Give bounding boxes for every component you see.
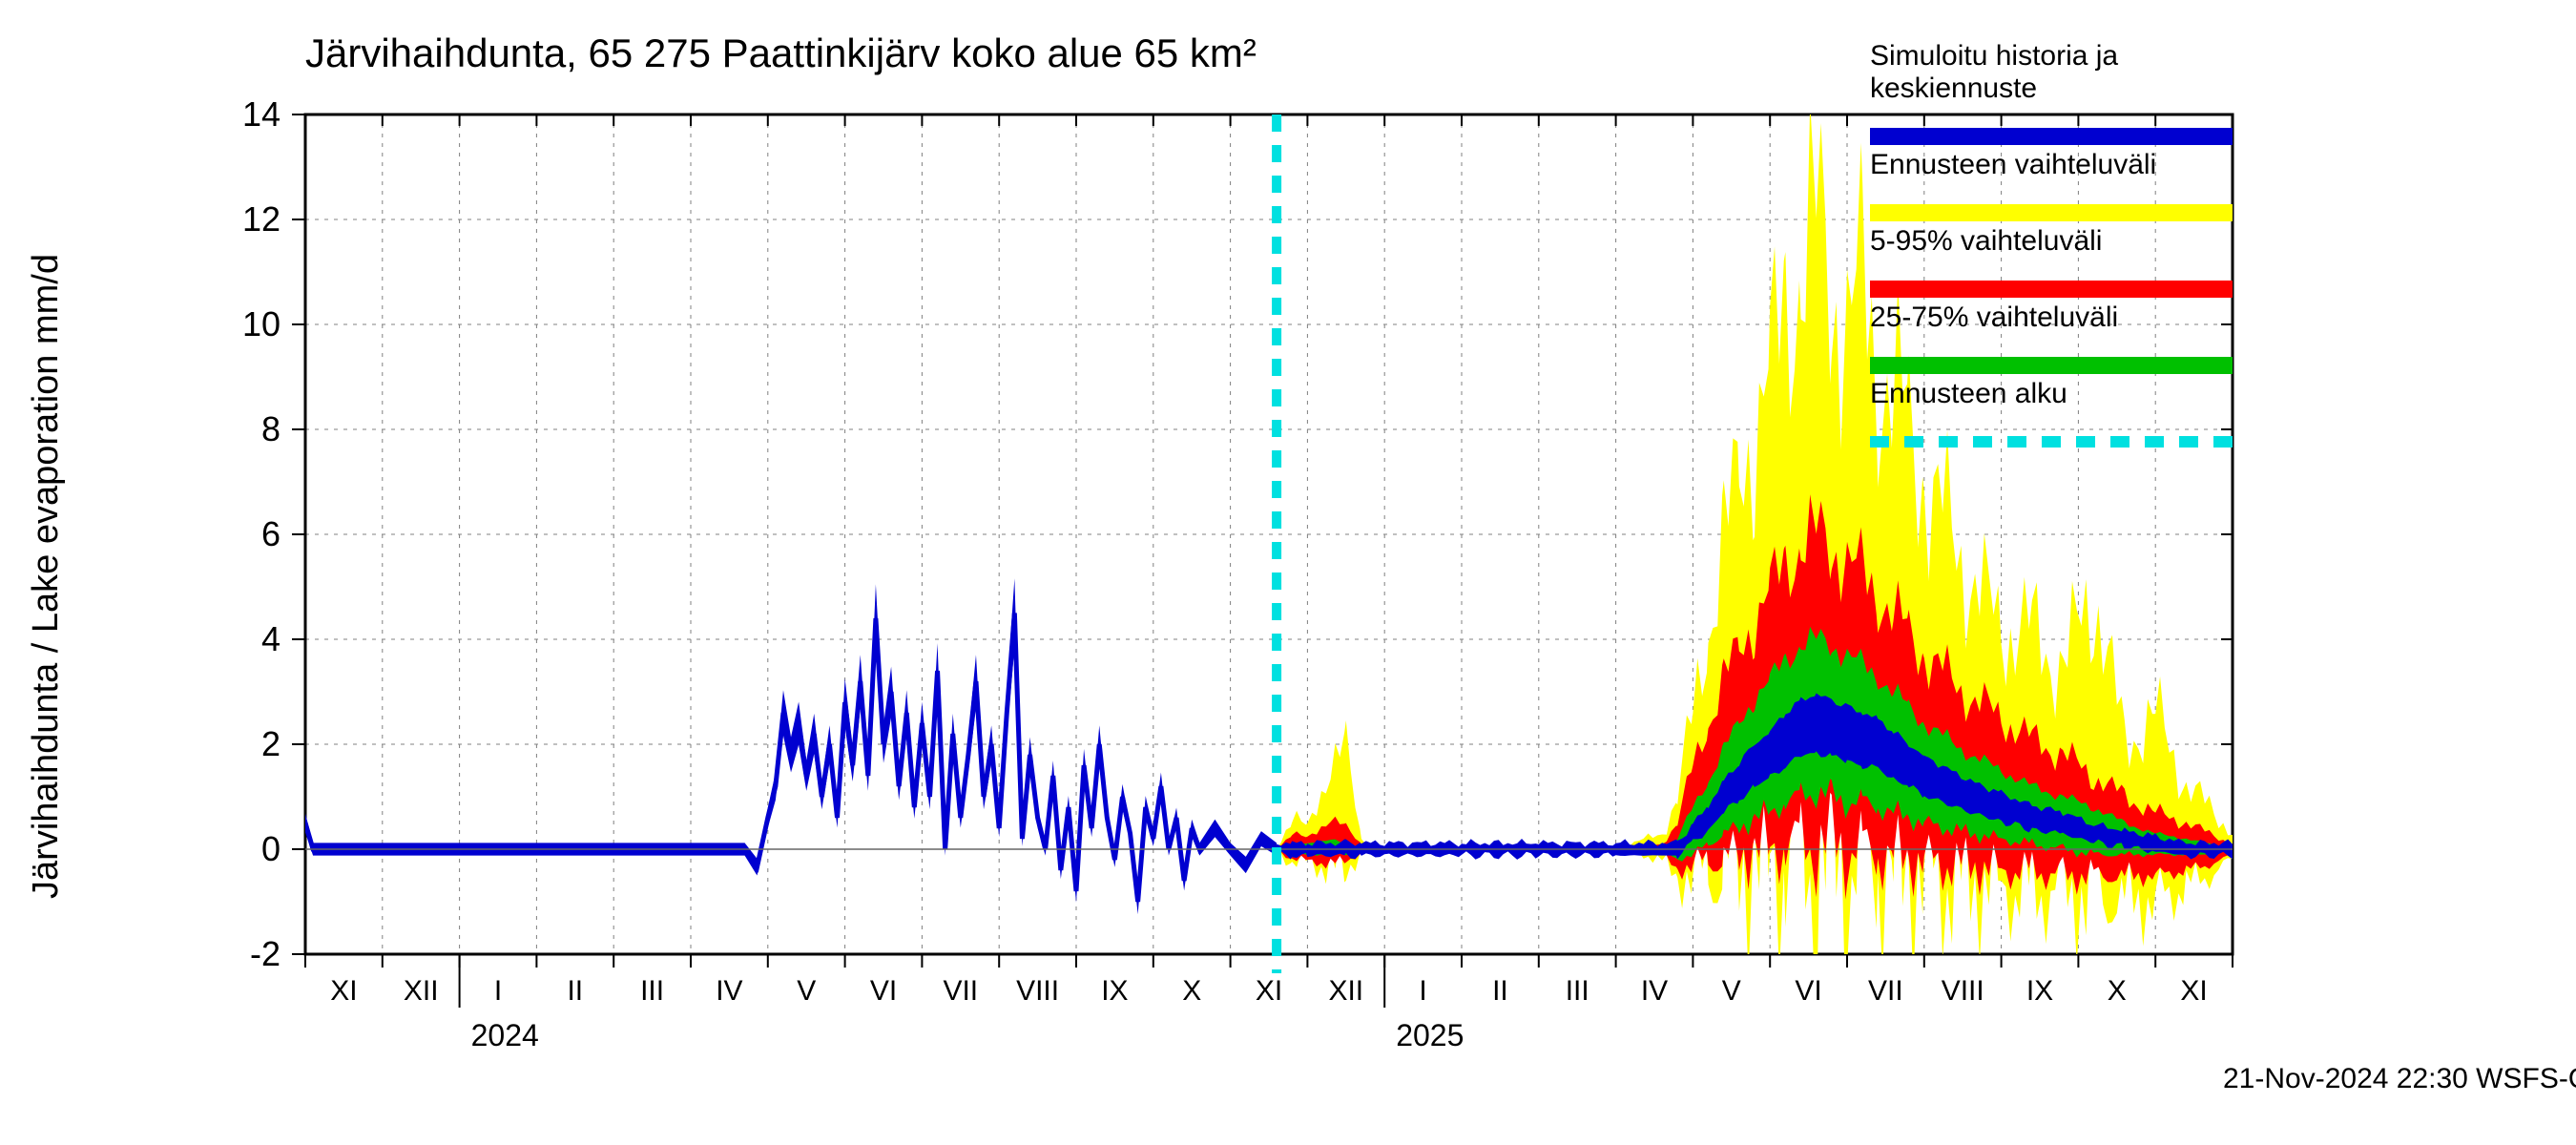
footer-timestamp: 21-Nov-2024 22:30 WSFS-O (2223, 1063, 2576, 1094)
x-tick-label: III (640, 975, 664, 1007)
x-tick-label: IX (2026, 975, 2053, 1007)
y-tick-label: 12 (242, 199, 280, 239)
x-tick-label: V (1722, 975, 1741, 1007)
x-tick-label: I (1419, 975, 1426, 1007)
x-tick-label: V (797, 975, 816, 1007)
x-tick-label: I (494, 975, 502, 1007)
x-tick-label: VI (1795, 975, 1821, 1007)
legend-label: 25-75% vaihteluväli (1870, 302, 2118, 333)
x-tick-label: VII (943, 975, 978, 1007)
chart-title: Järvihaihdunta, 65 275 Paattinkijärv kok… (305, 31, 1257, 75)
y-axis-label: Järvihaihdunta / Lake evaporation mm/d (26, 254, 66, 899)
x-tick-label: XII (404, 975, 439, 1007)
x-tick-label: X (2108, 975, 2127, 1007)
x-tick-label: IX (1101, 975, 1128, 1007)
legend-swatch (1870, 128, 2233, 145)
x-tick-label: II (567, 975, 583, 1007)
y-tick-label: 4 (261, 619, 280, 658)
y-tick-label: 8 (261, 409, 280, 448)
x-tick-label: XII (1328, 975, 1363, 1007)
y-tick-label: 6 (261, 514, 280, 553)
x-tick-label: VIII (1016, 975, 1059, 1007)
year-label: 2024 (471, 1018, 539, 1052)
x-tick-label: III (1566, 975, 1589, 1007)
legend-swatch (1870, 357, 2233, 374)
chart-svg: Järvihaihdunta, 65 275 Paattinkijärv kok… (0, 0, 2576, 1145)
x-tick-label: II (1492, 975, 1508, 1007)
y-tick-label: 14 (242, 94, 280, 134)
x-tick-label: X (1182, 975, 1201, 1007)
year-label: 2025 (1396, 1018, 1464, 1052)
chart-root: Järvihaihdunta, 65 275 Paattinkijärv kok… (0, 0, 2576, 1145)
x-tick-label: XI (330, 975, 357, 1007)
y-tick-label: 10 (242, 304, 280, 344)
x-tick-label: VI (870, 975, 897, 1007)
x-tick-label: VIII (1942, 975, 1984, 1007)
x-tick-label: XI (1256, 975, 1282, 1007)
legend-label: Ennusteen vaihteluväli (1870, 149, 2156, 180)
x-tick-label: IV (1641, 975, 1668, 1007)
y-tick-label: 0 (261, 829, 280, 868)
legend-label: Simuloitu historia ja (1870, 40, 2118, 72)
legend-label: Ennusteen alku (1870, 378, 2067, 409)
legend-label: 5-95% vaihteluväli (1870, 225, 2102, 257)
x-tick-label: XI (2180, 975, 2207, 1007)
x-tick-label: VII (1868, 975, 1903, 1007)
legend-swatch (1870, 281, 2233, 298)
y-tick-label: -2 (250, 934, 280, 973)
legend-swatch (1870, 204, 2233, 221)
x-tick-label: IV (716, 975, 742, 1007)
legend-label: keskiennuste (1870, 73, 2037, 104)
y-tick-label: 2 (261, 724, 280, 763)
